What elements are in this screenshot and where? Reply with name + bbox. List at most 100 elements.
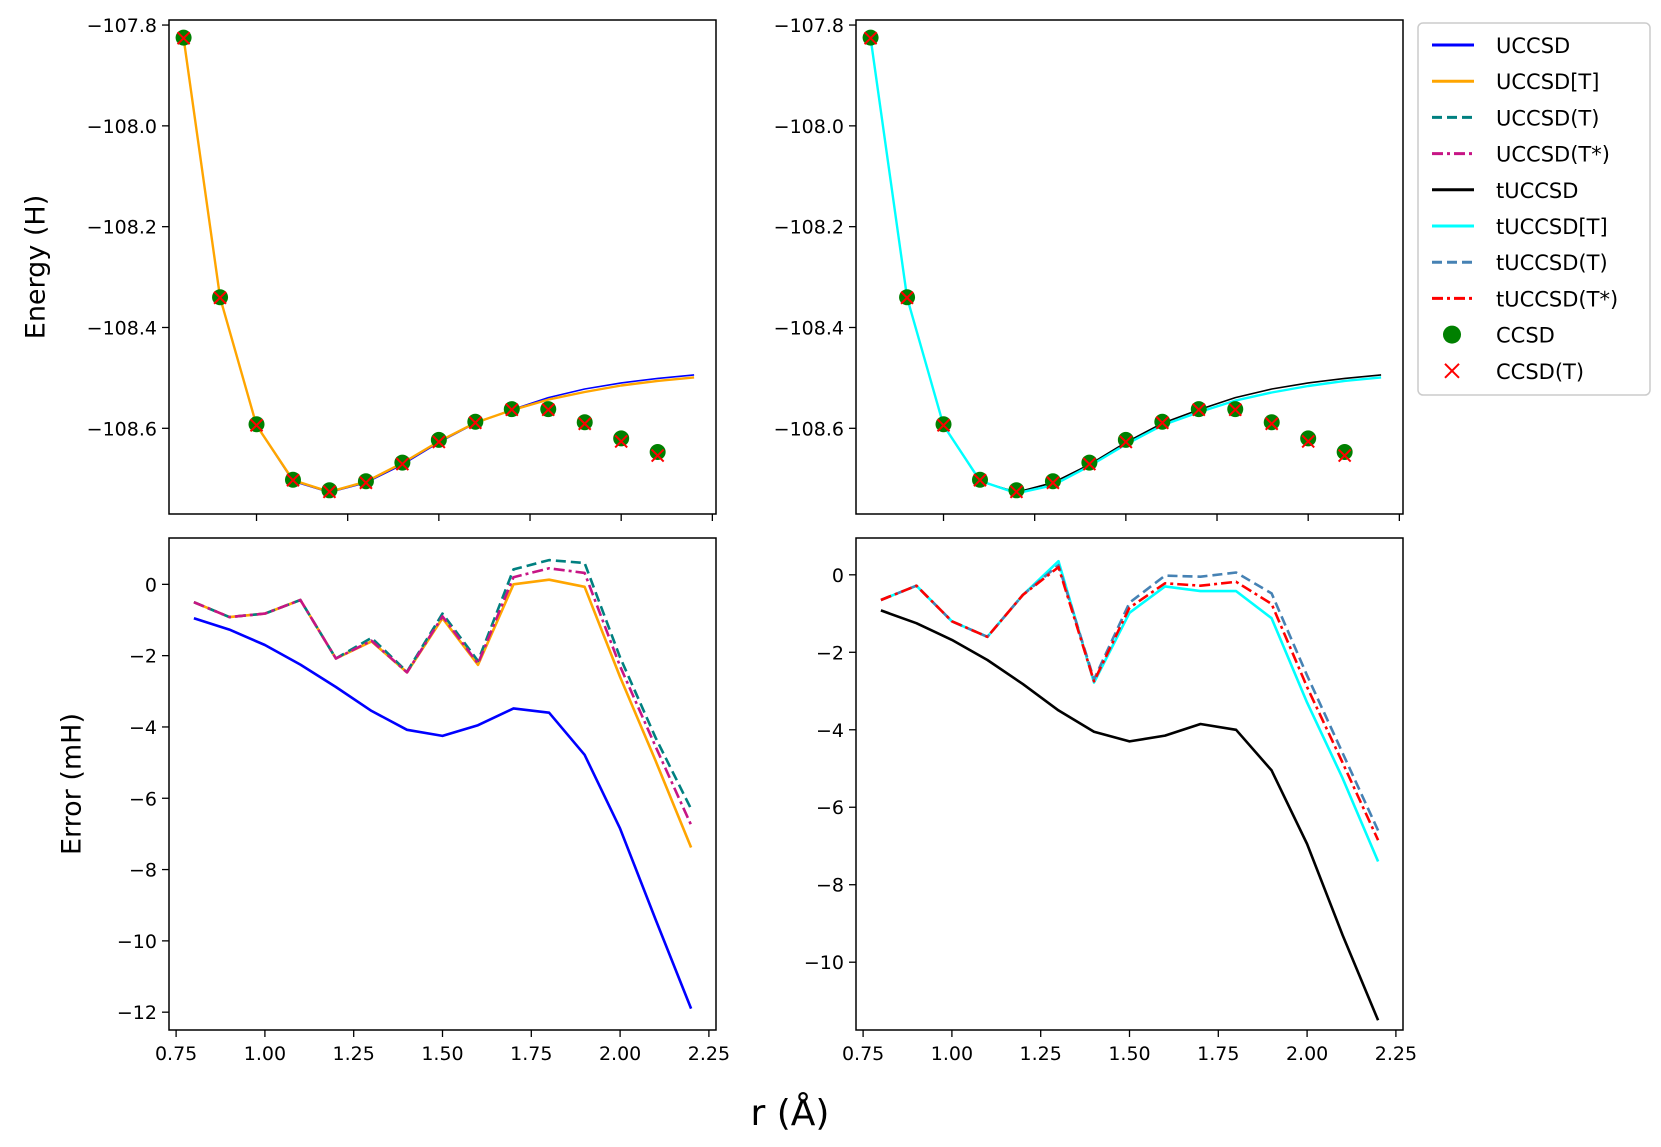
x-tick-label: 2.00 <box>1286 1043 1328 1065</box>
legend-item: UCCSD <box>1432 34 1570 58</box>
legend-item: CCSD <box>1443 324 1555 348</box>
y-tick-label: −107.8 <box>774 15 844 37</box>
legend-label: CCSD(T) <box>1496 360 1584 384</box>
point-ccsd-t <box>1082 457 1097 471</box>
y-tick-label: −108.2 <box>87 217 157 239</box>
point-ccsd-t <box>359 476 373 490</box>
y-tick-label: −108.4 <box>87 317 157 339</box>
plot-frame <box>855 537 1404 1031</box>
plot-frame <box>855 19 1404 515</box>
point-ccsd-t <box>1228 402 1242 417</box>
y-tick-label: −108.6 <box>774 418 844 440</box>
point-ccsd <box>1117 431 1134 448</box>
point-ccsd-t <box>395 457 410 471</box>
point-ccsd <box>1008 482 1025 499</box>
y-tick-label: −108.0 <box>774 116 844 138</box>
y-tick-label: −8 <box>129 860 157 882</box>
x-tick-label: 0.75 <box>842 1043 884 1065</box>
legend-label: UCCSD[T] <box>1496 70 1599 94</box>
y-tick-label: −108.6 <box>87 418 157 440</box>
legend: UCCSD UCCSD[T] UCCSD(T) UCCSD(T*) tUCCSD tUCC… <box>1417 22 1651 396</box>
y-tick-label: −8 <box>816 875 844 897</box>
figure-xlabel: r (Å) <box>751 1091 830 1134</box>
legend-item: tUCCSD <box>1432 179 1578 203</box>
legend-item: UCCSD[T] <box>1432 70 1599 94</box>
y-tick-label: 0 <box>832 565 844 587</box>
series-line-uccsd <box>193 616 693 1010</box>
point-ccsd-t <box>541 402 555 417</box>
series-line-tuccsd <box>880 609 1380 1021</box>
x-tick-label: 1.25 <box>1020 1043 1062 1065</box>
x-tick-label: 1.75 <box>1197 1043 1239 1065</box>
plot-frame <box>168 19 717 515</box>
point-ccsd <box>321 482 338 499</box>
point-ccsd-t <box>1155 416 1170 430</box>
x-tick-label: 1.25 <box>333 1043 375 1065</box>
x-tick-label: 1.50 <box>1108 1043 1150 1065</box>
series-line-tuccsd-t <box>880 563 1380 832</box>
point-ccsd <box>1263 414 1280 431</box>
legend-label: tUCCSD(T*) <box>1496 287 1618 311</box>
point-ccsd-t <box>213 291 227 305</box>
point-ccsd-t <box>1265 417 1279 431</box>
legend-label: UCCSD(T) <box>1496 106 1599 130</box>
point-ccsd-t <box>1119 435 1133 449</box>
y-tick-label: −4 <box>816 720 844 742</box>
y-axis-label: Error (mH) <box>57 713 88 855</box>
legend-label: UCCSD <box>1496 34 1570 58</box>
x-tick-label: 2.25 <box>688 1043 730 1065</box>
legend-item: tUCCSD(T*) <box>1432 287 1618 311</box>
legend-item: UCCSD(T*) <box>1432 143 1610 167</box>
plot-frame <box>168 537 717 1031</box>
point-ccsd-t <box>468 416 483 430</box>
y-tick-label: −108.4 <box>774 317 844 339</box>
point-ccsd-t <box>1009 485 1024 499</box>
x-tick-label: 2.00 <box>599 1043 641 1065</box>
legend-marker-x <box>1444 363 1460 379</box>
x-tick-label: 1.00 <box>244 1043 286 1065</box>
legend-item: tUCCSD[T] <box>1432 215 1608 239</box>
point-ccsd-t <box>505 402 519 417</box>
point-ccsd-t <box>176 31 191 45</box>
point-ccsd-t <box>1192 402 1206 417</box>
y-tick-label: −6 <box>816 797 844 819</box>
y-tick-label: −4 <box>129 717 157 739</box>
legend-marker-circle <box>1443 325 1461 344</box>
y-tick-label: −2 <box>816 642 844 664</box>
point-ccsd-t <box>432 435 446 449</box>
point-ccsd <box>1300 430 1317 447</box>
point-ccsd <box>649 443 666 460</box>
y-tick-label: −12 <box>117 1002 157 1024</box>
legend-label: tUCCSD <box>1496 179 1578 203</box>
point-ccsd-t <box>863 31 878 45</box>
y-tick-label: 0 <box>145 574 157 596</box>
y-tick-label: −6 <box>129 788 157 810</box>
chart-panel-top-left: −107.8 −108.0 −108.2 −108.4 −108.6 Energy (H) <box>21 15 717 521</box>
y-tick-label: −108.0 <box>87 116 157 138</box>
point-ccsd <box>394 454 411 471</box>
legend-frame <box>1417 22 1651 396</box>
point-ccsd <box>1336 443 1353 460</box>
point-ccsd <box>613 430 630 447</box>
legend-label: tUCCSD(T) <box>1496 251 1608 275</box>
chart-panel-bottom-right: 0.75 1.00 1.25 1.50 1.75 2.00 2.25 0 −2 −4 −6 −8 −10 <box>804 537 1417 1065</box>
y-tick-label: −2 <box>129 646 157 668</box>
legend-item: tUCCSD(T) <box>1432 251 1608 275</box>
point-ccsd-t <box>286 473 300 487</box>
point-ccsd <box>357 473 374 490</box>
point-ccsd-t <box>614 434 628 449</box>
point-ccsd-t <box>936 418 951 432</box>
point-ccsd-t <box>1046 476 1060 490</box>
point-ccsd-t <box>1337 448 1352 463</box>
legend-item: CCSD(T) <box>1444 360 1584 384</box>
y-axis-label: Energy (H) <box>21 195 52 339</box>
y-tick-label: −107.8 <box>87 15 157 37</box>
x-tick-label: 1.00 <box>931 1043 973 1065</box>
legend-label: tUCCSD[T] <box>1496 215 1608 239</box>
point-ccsd <box>576 414 593 431</box>
series-line-uccsd-t <box>193 566 693 826</box>
point-ccsd-t <box>650 448 665 463</box>
x-tick-label: 1.75 <box>510 1043 552 1065</box>
x-tick-label: 2.25 <box>1375 1043 1417 1065</box>
